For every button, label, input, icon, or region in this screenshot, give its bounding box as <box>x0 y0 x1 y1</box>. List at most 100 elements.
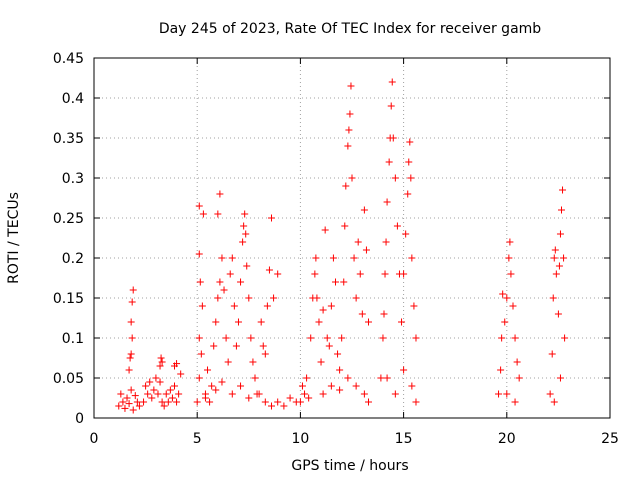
data-point <box>216 190 224 198</box>
data-point <box>498 334 506 342</box>
data-point <box>261 350 269 358</box>
data-point <box>265 266 273 274</box>
data-point <box>220 286 228 294</box>
data-point <box>344 142 352 150</box>
data-point <box>127 350 135 358</box>
y-tick-label: 0.05 <box>53 371 84 387</box>
data-point <box>342 182 350 190</box>
data-point <box>296 398 304 406</box>
data-point <box>274 270 282 278</box>
data-point <box>550 254 558 262</box>
data-point <box>232 342 240 350</box>
data-point <box>387 102 395 110</box>
data-point <box>133 398 141 406</box>
data-point <box>407 174 415 182</box>
data-point <box>268 214 276 222</box>
data-point <box>247 334 255 342</box>
data-point <box>391 390 399 398</box>
y-tick-label: 0.25 <box>53 211 84 227</box>
data-point <box>129 286 137 294</box>
data-point <box>170 382 178 390</box>
data-point <box>303 374 311 382</box>
data-point <box>195 374 203 382</box>
data-point <box>230 302 238 310</box>
data-point <box>362 246 370 254</box>
data-point <box>546 390 554 398</box>
data-point <box>556 230 564 238</box>
data-point <box>140 398 148 406</box>
data-point <box>561 334 569 342</box>
data-point <box>402 230 410 238</box>
data-point <box>412 398 420 406</box>
data-point <box>497 366 505 374</box>
y-tick-label: 0.45 <box>53 51 84 67</box>
data-point <box>214 294 222 302</box>
data-point <box>404 190 412 198</box>
data-point <box>550 398 558 406</box>
data-point <box>410 302 418 310</box>
data-point <box>336 366 344 374</box>
data-point <box>210 342 218 350</box>
data-point <box>218 378 226 386</box>
x-axis-label: GPS time / hours <box>291 458 408 474</box>
data-point <box>158 358 166 366</box>
data-point <box>218 254 226 262</box>
data-point <box>340 278 348 286</box>
data-point <box>319 390 327 398</box>
data-point <box>156 362 164 370</box>
data-point <box>166 386 174 394</box>
data-point <box>307 334 315 342</box>
data-point <box>127 386 135 394</box>
data-point <box>301 390 309 398</box>
y-tick-label: 0.1 <box>62 331 84 347</box>
data-point <box>148 394 156 402</box>
data-point <box>350 254 358 262</box>
data-point <box>389 134 397 142</box>
y-tick-label: 0.35 <box>53 131 84 147</box>
data-point <box>509 302 517 310</box>
data-point <box>331 278 339 286</box>
data-point <box>408 382 416 390</box>
data-point <box>146 378 154 386</box>
data-point <box>234 318 242 326</box>
data-point <box>321 226 329 234</box>
data-point <box>356 270 364 278</box>
data-point <box>352 382 360 390</box>
data-point <box>162 390 170 398</box>
data-point <box>160 402 168 410</box>
data-point <box>128 334 136 342</box>
data-point <box>125 366 133 374</box>
data-point <box>383 374 391 382</box>
x-tick-label: 0 <box>90 431 99 447</box>
data-point <box>115 402 123 410</box>
data-point <box>503 390 511 398</box>
data-point <box>505 254 513 262</box>
data-point <box>360 390 368 398</box>
data-point <box>552 270 560 278</box>
data-point <box>196 278 204 286</box>
data-point <box>511 334 519 342</box>
data-point <box>317 358 325 366</box>
data-point <box>380 310 388 318</box>
data-point <box>400 366 408 374</box>
data-point <box>319 306 327 314</box>
data-point <box>358 310 366 318</box>
data-point <box>354 238 362 246</box>
data-point <box>245 394 253 402</box>
chart-title: Day 245 of 2023, Rate Of TEC Index for r… <box>159 21 541 37</box>
data-point <box>212 318 220 326</box>
data-point <box>559 186 567 194</box>
data-point <box>344 374 352 382</box>
data-point <box>554 310 562 318</box>
data-point <box>239 238 247 246</box>
data-point <box>268 402 276 410</box>
data-point <box>400 270 408 278</box>
data-point <box>347 82 355 90</box>
data-point <box>341 222 349 230</box>
data-point <box>377 374 385 382</box>
data-point <box>152 374 160 382</box>
data-point <box>336 386 344 394</box>
data-point <box>406 138 414 146</box>
